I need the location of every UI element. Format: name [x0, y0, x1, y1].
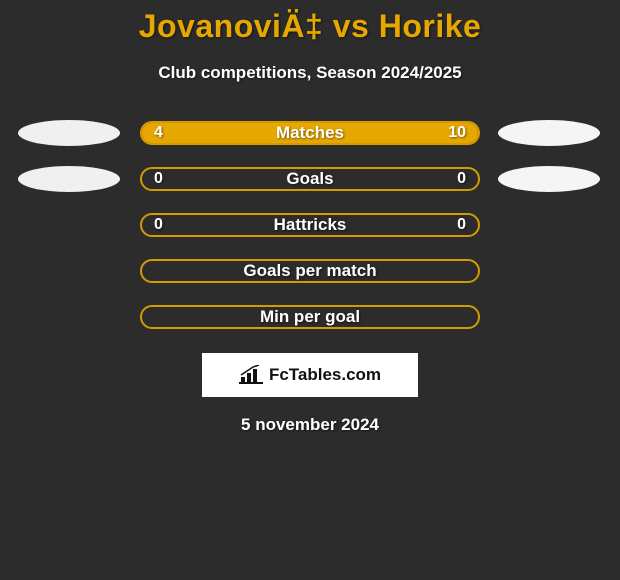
page-title: JovanoviÄ‡ vs Horike — [0, 8, 620, 45]
stat-bar: 0 Hattricks 0 — [140, 213, 480, 237]
logo-text: FcTables.com — [269, 365, 381, 385]
stat-bar: 0 Goals 0 — [140, 167, 480, 191]
stat-label: Min per goal — [260, 307, 360, 327]
stat-bar: Goals per match — [140, 259, 480, 283]
stat-row: Min per goal — [10, 305, 610, 329]
stat-row: 4 Matches 10 — [10, 121, 610, 145]
bar-chart-icon — [239, 365, 263, 385]
subtitle: Club competitions, Season 2024/2025 — [0, 63, 620, 83]
stat-value-left: 4 — [154, 124, 163, 142]
bar-fill-right — [236, 123, 478, 143]
stat-label: Goals per match — [243, 261, 376, 281]
stat-bar: Min per goal — [140, 305, 480, 329]
stat-row: Goals per match — [10, 259, 610, 283]
player-right-ellipse — [498, 166, 600, 192]
stat-row: 0 Hattricks 0 — [10, 213, 610, 237]
stat-rows: 4 Matches 10 0 Goals 0 0 — [0, 121, 620, 329]
comparison-card: JovanoviÄ‡ vs Horike Club competitions, … — [0, 0, 620, 435]
stat-row: 0 Goals 0 — [10, 167, 610, 191]
stat-label: Hattricks — [274, 215, 347, 235]
stat-label: Goals — [286, 169, 333, 189]
stat-value-right: 0 — [457, 170, 466, 188]
stat-bar: 4 Matches 10 — [140, 121, 480, 145]
stat-label: Matches — [276, 123, 344, 143]
player-right-ellipse — [498, 120, 600, 146]
date-label: 5 november 2024 — [0, 415, 620, 435]
stat-value-left: 0 — [154, 170, 163, 188]
player-left-ellipse — [18, 120, 120, 146]
player-left-ellipse — [18, 166, 120, 192]
logo-box: FcTables.com — [202, 353, 418, 397]
stat-value-left: 0 — [154, 216, 163, 234]
stat-value-right: 0 — [457, 216, 466, 234]
stat-value-right: 10 — [448, 124, 466, 142]
